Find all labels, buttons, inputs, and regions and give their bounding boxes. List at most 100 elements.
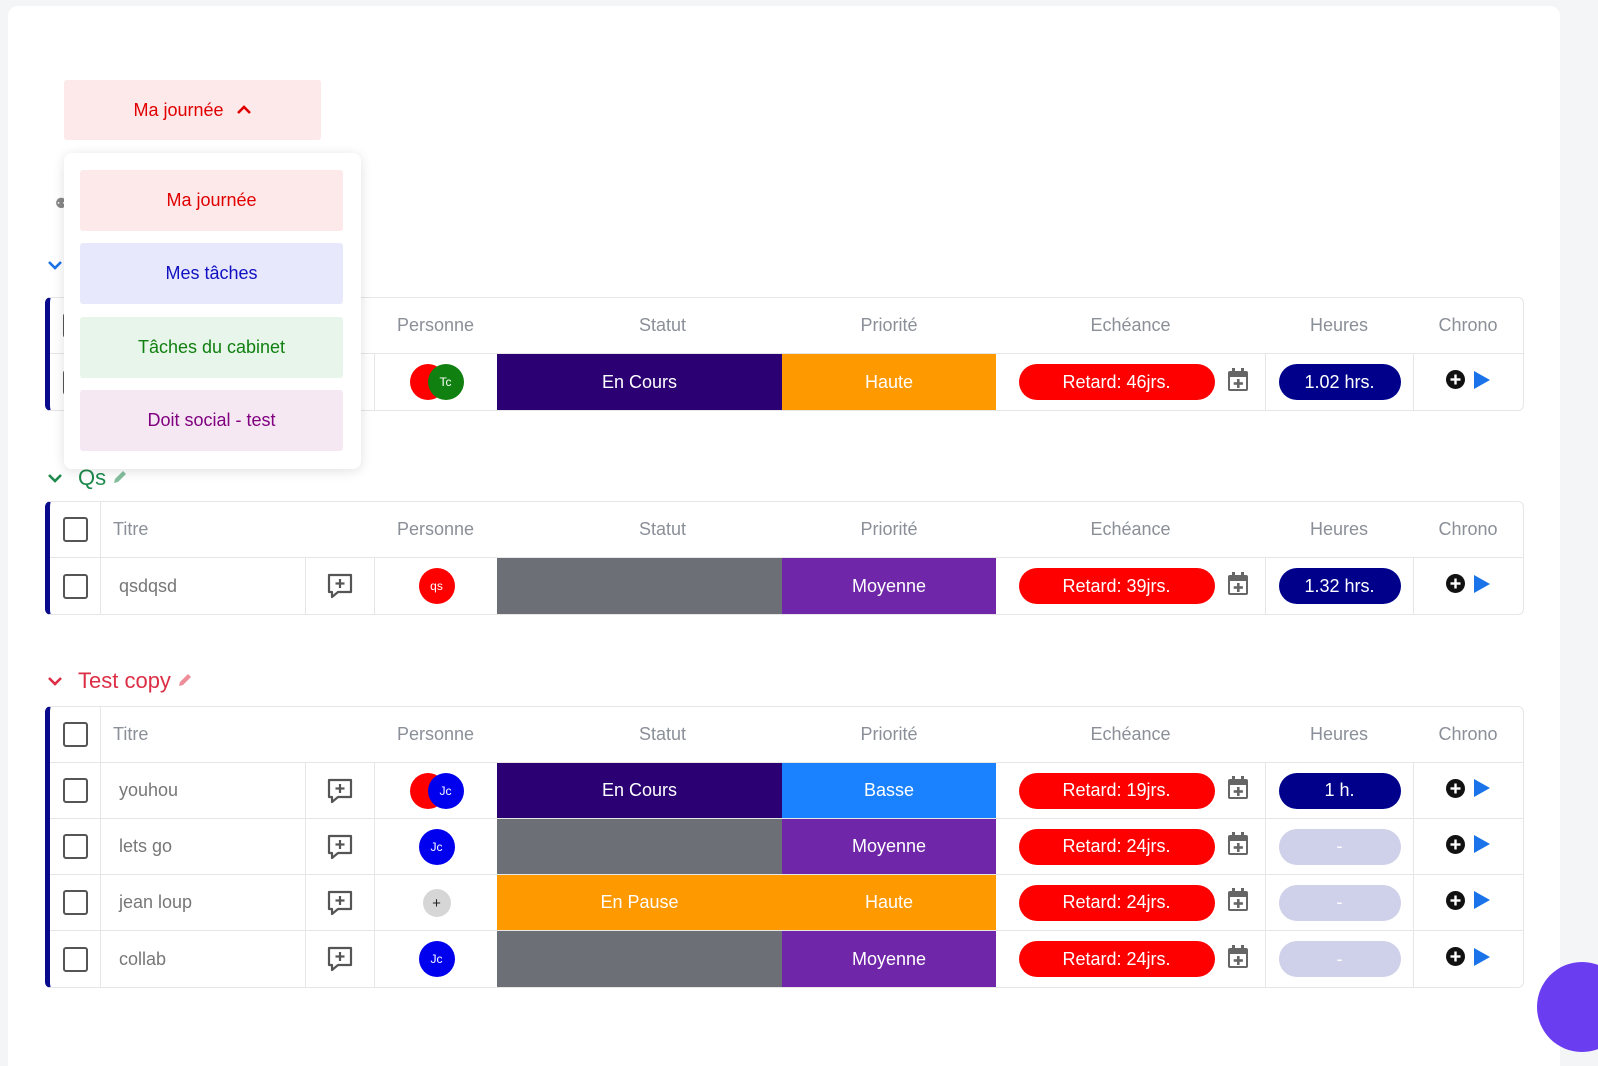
calendar-add-icon[interactable] [1227,832,1249,861]
priority-cell[interactable]: Basse [782,763,996,818]
row-checkbox[interactable] [62,778,88,803]
due-badge[interactable]: Retard: 24jrs. [1018,884,1215,921]
status-cell[interactable]: En Pause [497,875,782,930]
hours-badge[interactable]: - [1278,884,1401,921]
calendar-add-icon[interactable] [1227,944,1249,974]
view-selector-button[interactable]: Ma journée [64,80,321,140]
priority-cell[interactable]: Moyenne [782,931,996,987]
status-cell[interactable] [497,931,782,987]
due-cell: Retard: 24jrs. [996,931,1265,987]
comment-add-icon[interactable] [305,931,374,987]
view-option[interactable]: Tâches du cabinet [80,317,343,378]
hours-cell: 1 h. [1265,763,1413,818]
due-badge[interactable]: Retard: 39jrs. [1018,568,1215,604]
hours-badge[interactable]: 1.32 hrs. [1278,568,1401,604]
plus-circle-icon[interactable] [1446,890,1465,915]
column-header-person: Personne [396,519,475,539]
select-all-cell [50,707,100,762]
person-cell[interactable]: Jc [374,763,497,818]
due-cell: Retard: 24jrs. [996,819,1265,874]
play-icon[interactable] [1473,834,1491,859]
view-dropdown-menu: Ma journée Mes tâches Tâches du cabinet Doi… [64,153,361,469]
column-header-hours: Heures [1309,519,1369,539]
status-cell[interactable] [497,558,782,614]
row-checkbox[interactable] [62,573,88,599]
comment-add-icon[interactable] [305,763,374,818]
person-cell[interactable]: Tc [374,354,497,410]
view-option[interactable]: Mes tâches [80,243,343,304]
pencil-icon[interactable] [112,465,128,491]
status-cell[interactable] [497,819,782,874]
row-checkbox[interactable] [62,946,88,972]
plus-circle-icon[interactable] [1446,947,1465,971]
due-badge[interactable]: Retard: 46jrs. [1018,364,1215,400]
avatar: Jc [418,829,455,865]
status-cell[interactable]: En Cours [497,354,782,410]
comment-add-icon[interactable] [305,819,374,874]
priority-cell[interactable]: Moyenne [782,558,996,614]
plus-circle-icon[interactable] [1446,370,1465,394]
calendar-add-icon[interactable] [1227,776,1249,805]
plus-circle-icon[interactable] [1446,574,1465,598]
due-badge[interactable]: Retard: 24jrs. [1018,828,1215,865]
play-icon[interactable] [1473,890,1491,915]
priority-cell[interactable]: Haute [782,354,996,410]
due-badge[interactable]: Retard: 19jrs. [1018,772,1215,809]
task-title[interactable]: qsdqsd [100,558,305,614]
view-option[interactable]: Ma journée [80,170,343,231]
comment-add-icon[interactable] [305,875,374,930]
due-badge[interactable]: Retard: 24jrs. [1018,941,1215,977]
task-title[interactable]: lets go [100,819,305,874]
chevron-down-icon[interactable] [44,676,66,686]
chevron-down-icon[interactable] [44,473,66,483]
column-header-status: Statut [638,519,687,539]
plus-circle-icon[interactable] [1446,778,1465,803]
column-header-person: Personne [396,724,475,744]
select-all-checkbox[interactable] [62,722,88,747]
comment-add-icon[interactable] [305,558,374,614]
table-row: collab Jc Moyenne Retard: 24jrs. - [50,931,1523,987]
person-cell[interactable]: Jc [374,819,497,874]
task-title[interactable]: jean loup [100,875,305,930]
hours-badge[interactable]: - [1278,941,1401,977]
priority-cell[interactable]: Haute [782,875,996,930]
table-row: lets go Jc Moyenne Retard: 24jrs. - [50,819,1523,875]
priority-cell[interactable]: Moyenne [782,819,996,874]
hours-badge[interactable]: - [1278,828,1401,865]
view-option[interactable]: Doit social - test [80,390,343,451]
person-cell[interactable]: + [374,875,497,930]
table-header-row: Titre Personne Statut Priorité Echéance Heure… [50,707,1523,763]
hours-badge[interactable]: 1.02 hrs. [1278,364,1401,400]
column-header-chrono: Chrono [1438,724,1498,744]
status-cell[interactable]: En Cours [497,763,782,818]
plus-circle-icon[interactable] [1446,834,1465,859]
task-title[interactable]: youhou [100,763,305,818]
select-all-cell [50,502,100,557]
chevron-down-icon[interactable] [44,260,66,270]
calendar-add-icon[interactable] [1227,571,1249,601]
row-checkbox[interactable] [62,890,88,915]
row-select-cell [50,931,100,987]
avatar: + [422,889,451,917]
calendar-add-icon[interactable] [1227,888,1249,917]
play-icon[interactable] [1473,778,1491,803]
play-icon[interactable] [1473,574,1491,599]
hours-cell: 1.02 hrs. [1265,354,1413,410]
pencil-icon[interactable] [177,668,193,694]
play-icon[interactable] [1473,947,1491,972]
column-header-chrono: Chrono [1438,315,1498,335]
calendar-add-icon[interactable] [1227,367,1249,397]
chrono-cell [1413,931,1523,987]
hours-badge[interactable]: 1 h. [1278,772,1401,809]
column-header-person: Personne [396,315,475,335]
select-all-checkbox[interactable] [62,517,88,542]
play-icon[interactable] [1473,370,1491,395]
person-cell[interactable]: Jc [374,931,497,987]
chrono-cell [1413,558,1523,614]
task-title[interactable]: collab [100,931,305,987]
avatar: Tc [427,364,464,400]
avatar: qs [418,568,455,604]
hours-cell: - [1265,931,1413,987]
row-checkbox[interactable] [62,834,88,859]
person-cell[interactable]: qs [374,558,497,614]
